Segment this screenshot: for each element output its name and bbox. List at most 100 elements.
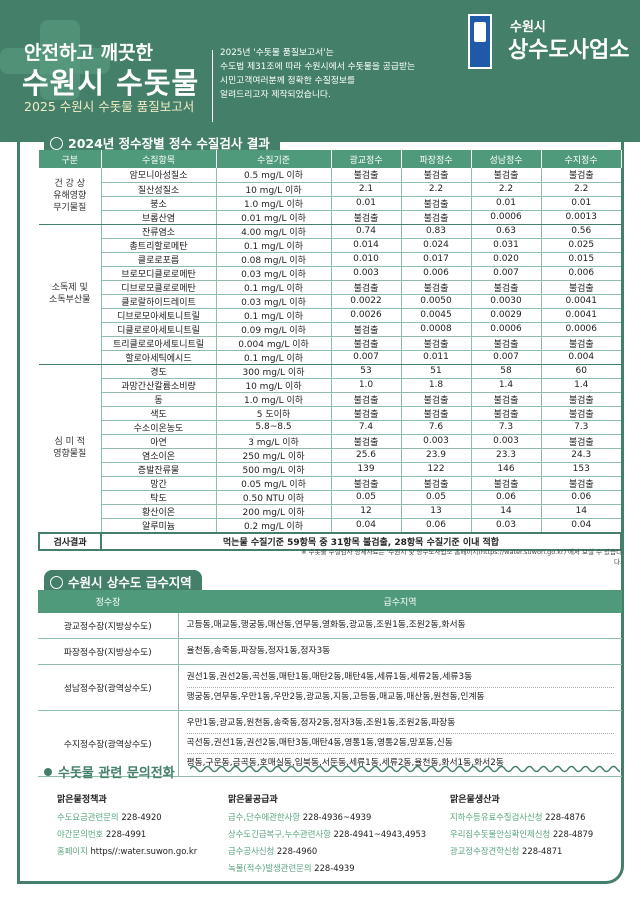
table-row: 브로모디클로로메탄 0.03 mg/L 이하 0.003 0.006 0.007 0.00…: [39, 266, 621, 281]
standard: 0.1 mg/L 이하: [216, 308, 332, 323]
gwanggyo-value: 불검출: [331, 406, 402, 421]
item-name: 망간: [101, 476, 217, 491]
table-row: 붕소 1.0 mg/L 이하 0.01 불검출 0.01 0.01: [39, 196, 621, 211]
standard: 0.05 mg/L 이하: [216, 476, 332, 491]
table-row: 할로아세틱에시드 0.1 mg/L 이하 0.007 0.011 0.007 0.004: [39, 350, 621, 365]
standard: 0.004 mg/L 이하: [216, 336, 332, 351]
column-header: 급수지역: [178, 590, 622, 613]
column-header: 정수장: [38, 590, 178, 613]
contact-line: 녹물(적수)발생관련문의 228-4939: [228, 860, 426, 877]
pajang-value: 13: [401, 504, 472, 519]
item-name: 붕소: [101, 196, 217, 211]
standard: 250 mg/L 이하: [216, 448, 332, 463]
contact-line: 수도요금관련문의 228-4920: [57, 809, 197, 826]
standard: 5.8~8.5: [216, 420, 332, 435]
table-row: 클로로포름 0.08 mg/L 이하 0.010 0.017 0.020 0.015: [39, 252, 621, 267]
item-name: 클로로포름: [101, 252, 217, 267]
standard: 10 mg/L 이하: [216, 182, 332, 197]
contact-line: 광교정수장견학신청 228-4871: [450, 843, 593, 860]
standard: 0.2 mg/L 이하: [216, 518, 332, 533]
item-name: 색도: [101, 406, 217, 421]
table-row: 색도 5 도이하 불검출 불검출 불검출 불검출: [39, 406, 621, 421]
item-name: 질산성질소: [101, 182, 217, 197]
contact-line: 급수공사신청 228-4960: [228, 843, 426, 860]
supply-section-title: 수원시 상수도 급수지역: [44, 570, 202, 593]
item-name: 트리클로로아세토니트릴: [101, 336, 217, 351]
suji-value: 60: [541, 364, 621, 379]
table-row: 트리클로로아세토니트릴 0.004 mg/L 이하 불검출 불검출 불검출 불검출: [39, 336, 621, 351]
suji-value: 불검출: [541, 476, 621, 491]
item-name: 염소이온: [101, 448, 217, 463]
intro-text: 2025년 '수돗물 품질보고서'는 수도법 제31조에 따라 수원시에서 수돗…: [220, 46, 415, 102]
pajang-value: 0.011: [401, 350, 472, 365]
gwanggyo-value: 0.05: [331, 490, 402, 505]
contact-line: 급수,단수에관한사항 228-4936~4939: [228, 809, 426, 826]
gwanggyo-value: 12: [331, 504, 402, 519]
item-name: 알루미늄: [101, 518, 217, 533]
logo-city: 수원시: [510, 20, 546, 35]
pajang-value: 51: [401, 364, 472, 379]
section-title-text: 2024년 정수장별 정수 수질검사 결과: [68, 136, 270, 151]
standard: 0.1 mg/L 이하: [216, 238, 332, 253]
contact-line: 야간문의번호 228-4991: [57, 826, 197, 843]
seongnam-value: 0.03: [471, 518, 542, 533]
standard: 0.09 mg/L 이하: [216, 322, 332, 337]
suji-value: 0.01: [541, 196, 621, 211]
suji-value: 153: [541, 462, 621, 477]
pajang-value: 불검출: [401, 280, 472, 295]
seongnam-value: 7.3: [471, 420, 542, 435]
contact-label: 우리집수돗물안심확인제신청: [450, 829, 551, 839]
table-row: 과망간산칼륨소비량 10 mg/L 이하 1.0 1.8 1.4 1.4: [39, 378, 621, 393]
suji-value: 0.004: [541, 350, 621, 365]
item-name: 총트리할로메탄: [101, 238, 217, 253]
gwanggyo-value: 7.4: [331, 420, 402, 435]
seongnam-value: 0.031: [471, 238, 542, 253]
group-label: 건 강 상 유해영향 무기물질: [39, 168, 102, 225]
standard: 3 mg/L 이하: [216, 434, 332, 449]
table-row: 광교정수장(지방상수도) 고등동,매교동,행궁동,매산동,연무동,영화동,광교동,…: [38, 613, 622, 639]
item-name: 브로모디클로로메탄: [101, 266, 217, 281]
gwanggyo-value: 25.6: [331, 448, 402, 463]
pajang-value: 0.0008: [401, 322, 472, 337]
item-name: 암모니아성질소: [101, 168, 217, 183]
standard: 0.01 mg/L 이하: [216, 210, 332, 225]
column-header: 수지정수: [541, 150, 622, 168]
table-row: 클로랄하이드레이트 0.03 mg/L 이하 0.0022 0.0050 0.0030 0…: [39, 294, 621, 309]
contact-number: 228-4871: [522, 846, 563, 856]
suji-value: 0.56: [541, 224, 621, 239]
table-row: 파장정수장(지방상수도) 율천동,송죽동,파장동,정자1동,정자3동: [38, 638, 622, 665]
pajang-value: 불검출: [401, 392, 472, 407]
item-name: 탁도: [101, 490, 217, 505]
suji-value: 불검출: [541, 168, 621, 183]
seongnam-value: 0.0006: [471, 210, 542, 225]
gwanggyo-value: 0.014: [331, 238, 402, 253]
header-report-name: 2025 수원시 수돗물 품질보고서: [24, 99, 195, 114]
item-name: 할로아세틱에시드: [101, 350, 217, 365]
department-name: 맑은물생산과: [450, 795, 500, 805]
area-line: 고등동,매교동,행궁동,매산동,연무동,영화동,광교동,조원1동,조원2동,화서…: [186, 620, 466, 630]
suji-value: 0.06: [541, 490, 621, 505]
contact-number: https//:water.suwon.go.kr: [90, 846, 198, 856]
contact-line: 상수도긴급복구,누수관련사항 228-4941~4943,4953: [228, 826, 426, 843]
table-row: 소독제 및 소독부산물 잔류염소 4.00 mg/L 이하 0.74 0.83 0.63 0…: [39, 224, 621, 365]
standard: 1.0 mg/L 이하: [216, 196, 332, 211]
item-name: 디브로모아세토니트릴: [101, 308, 217, 323]
item-name: 수소이온농도: [101, 420, 217, 435]
gwanggyo-value: 0.01: [331, 196, 402, 211]
contact-number: 228-4991: [105, 829, 147, 839]
seongnam-value: 불검출: [471, 280, 542, 295]
contact-column: 맑은물정책과 수도요금관련문의 228-4920 야간문의번호 228-4991 홈페…: [57, 792, 197, 860]
water-drop-icon: [50, 576, 63, 589]
seongnam-value: 0.63: [471, 224, 542, 239]
gwanggyo-value: 139: [331, 462, 402, 477]
suji-value: 불검출: [541, 336, 621, 351]
contact-line: 지하수등유료수질검사신청 228-4876: [450, 809, 593, 826]
contact-label: 녹물(적수)발생관련문의: [228, 863, 312, 873]
column-header: 성남정수: [471, 150, 542, 168]
column-header: 파장정수: [401, 150, 472, 168]
seongnam-value: 1.4: [471, 378, 542, 393]
item-name: 황산이온: [101, 504, 217, 519]
seongnam-value: 0.06: [471, 490, 542, 505]
suji-value: 불검출: [541, 280, 621, 295]
area-line: 권선1동,권선2동,곡선동,매탄1동,매탄2동,매탄4동,세류1동,세류2동,세…: [186, 672, 473, 682]
